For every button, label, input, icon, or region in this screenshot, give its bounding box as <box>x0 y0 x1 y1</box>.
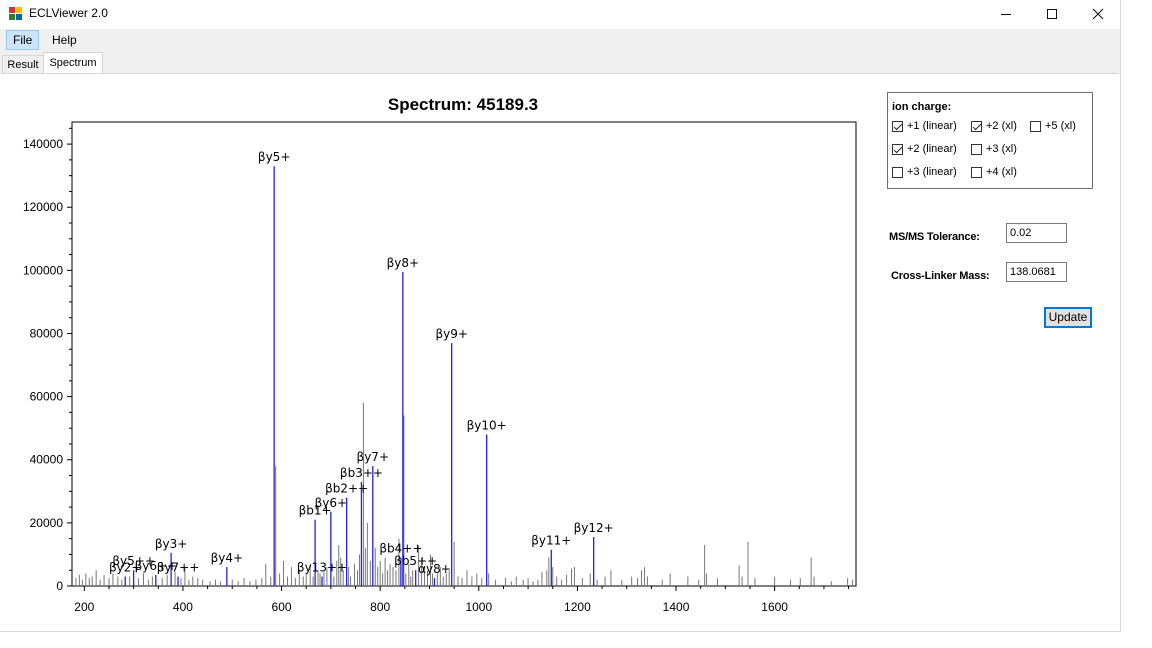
peak-label: βy6+ <box>315 496 347 510</box>
x-tick-label: 200 <box>74 600 94 614</box>
window-title: ECLViewer 2.0 <box>29 6 108 20</box>
x-axis: 200 400 600 800 1000 1200 1400 1600 <box>74 586 850 614</box>
peak-label: βy12+ <box>574 521 614 535</box>
y-tick-label: 100000 <box>23 263 63 277</box>
peak-label: βb1+ <box>299 504 332 518</box>
ion-charge-group: ion charge: +1 (linear) +2 (xl) +5 (xl) … <box>887 92 1093 189</box>
checkbox-icon <box>971 143 982 155</box>
peak-labels: βy2+βy5++βy6++βy7++ βy3+ βy4+ βy5+ βy13++ βb1… <box>109 150 614 576</box>
crosslinker-mass-input[interactable] <box>1006 262 1067 282</box>
y-tick-label: 20000 <box>30 516 64 530</box>
x-tick-label: 400 <box>173 600 193 614</box>
plot-area <box>71 121 857 587</box>
y-tick-label: 120000 <box>23 200 63 214</box>
app-icon <box>9 7 22 20</box>
peak-label: βy4+ <box>211 551 243 565</box>
checkbox-icon <box>971 120 982 132</box>
checkbox-plus3-linear[interactable]: +3 (linear) <box>892 166 957 178</box>
y-axis: 0 20000 40000 60000 80000 100000 120000 140000 <box>23 127 72 593</box>
menu-file[interactable]: File <box>6 30 40 50</box>
menu-bar: File Help <box>0 29 1120 52</box>
peak-label: βy3+ <box>155 537 187 551</box>
checkbox-label: +4 (xl) <box>986 166 1017 178</box>
y-tick-label: 80000 <box>30 326 64 340</box>
minimize-icon <box>1001 14 1011 15</box>
checkbox-plus2-xl[interactable]: +2 (xl) <box>971 120 1017 132</box>
x-tick-label: 1400 <box>663 600 690 614</box>
peak-label: αy8+ <box>418 562 451 576</box>
checkbox-plus3-xl[interactable]: +3 (xl) <box>971 143 1017 155</box>
peak-label: βb4++ <box>379 542 422 556</box>
x-tick-label: 1000 <box>465 600 492 614</box>
maximize-icon <box>1047 9 1057 19</box>
tab-result[interactable]: Result <box>2 55 44 74</box>
checkbox-plus1-linear[interactable]: +1 (linear) <box>892 120 957 132</box>
x-tick-label: 800 <box>370 600 390 614</box>
menu-help[interactable]: Help <box>52 33 77 47</box>
checkbox-plus5-xl[interactable]: +5 (xl) <box>1030 120 1076 132</box>
tolerance-input[interactable] <box>1006 223 1067 243</box>
checkbox-label: +3 (xl) <box>986 143 1017 155</box>
title-bar: ECLViewer 2.0 <box>0 0 1120 28</box>
peak-label: βy9+ <box>435 327 467 341</box>
checkbox-label: +2 (linear) <box>907 143 957 155</box>
checkbox-icon <box>892 143 903 155</box>
checkbox-label: +5 (xl) <box>1045 120 1076 132</box>
peak-label: βy2+ <box>109 561 141 575</box>
checkbox-icon <box>971 166 982 178</box>
x-tick-label: 1600 <box>761 600 788 614</box>
spectrum-chart: Spectrum: 45189.3 0 20000 40000 60000 80000 1… <box>23 95 857 614</box>
y-tick-label: 0 <box>56 579 63 593</box>
peak-label: βy10+ <box>467 418 507 432</box>
peak-label: βb5++ <box>394 554 437 568</box>
ion-charge-title: ion charge: <box>892 101 952 113</box>
checkbox-label: +2 (xl) <box>986 120 1017 132</box>
peak-label: βy5++ <box>112 554 155 568</box>
peak-label: βy7+ <box>357 450 389 464</box>
app-window: ECLViewer 2.0 File Help Result Spectrum … <box>0 0 1121 632</box>
peak-label: βb2++ <box>325 482 368 496</box>
unannotated-peaks <box>75 402 854 586</box>
checkbox-icon <box>892 166 903 178</box>
peak-label: βy11+ <box>531 534 571 548</box>
peak-label: βy6++ <box>135 559 178 573</box>
tolerance-label: MS/MS Tolerance: <box>889 231 980 243</box>
peak-label: βy8+ <box>387 256 419 270</box>
x-tick-label: 600 <box>272 600 292 614</box>
peak-label: βy7++ <box>157 561 200 575</box>
x-tick-label: 1200 <box>564 600 591 614</box>
peak-label: βb3++ <box>340 466 383 480</box>
y-tick-label: 140000 <box>23 137 63 151</box>
checkbox-label: +1 (linear) <box>907 120 957 132</box>
update-button[interactable]: Update <box>1044 307 1092 328</box>
checkbox-plus2-linear[interactable]: +2 (linear) <box>892 143 957 155</box>
y-tick-label: 60000 <box>30 390 64 404</box>
peak-label: βy13++ <box>297 561 347 575</box>
close-icon <box>1092 8 1104 20</box>
close-button[interactable] <box>1075 0 1121 28</box>
checkbox-plus4-xl[interactable]: +4 (xl) <box>971 166 1017 178</box>
peak-label: βy5+ <box>258 150 290 164</box>
tab-strip: Result Spectrum <box>0 52 1120 74</box>
checkbox-icon <box>1030 120 1041 132</box>
maximize-button[interactable] <box>1029 0 1075 28</box>
checkbox-label: +3 (linear) <box>907 166 957 178</box>
chart-title: Spectrum: 45189.3 <box>388 95 538 114</box>
y-tick-label: 40000 <box>30 453 64 467</box>
annotated-peaks <box>124 166 595 586</box>
crosslinker-mass-label: Cross-Linker Mass: <box>891 270 990 282</box>
tab-spectrum[interactable]: Spectrum <box>43 52 103 74</box>
minimize-button[interactable] <box>983 0 1029 28</box>
checkbox-icon <box>892 120 903 132</box>
